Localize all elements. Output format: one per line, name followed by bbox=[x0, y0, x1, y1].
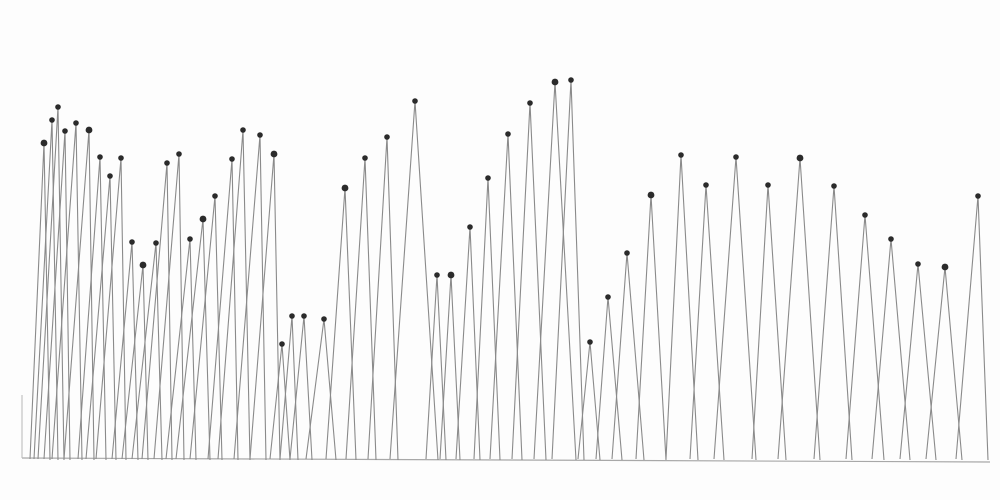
ink-dot bbox=[551, 78, 559, 86]
ink-dot bbox=[624, 250, 630, 256]
ink-dot bbox=[176, 151, 182, 157]
ink-dot bbox=[434, 272, 440, 278]
ink-dot bbox=[765, 182, 771, 188]
ink-dot bbox=[55, 104, 61, 110]
ink-dot bbox=[485, 175, 491, 181]
ink-dot bbox=[153, 240, 159, 246]
ink-dot bbox=[129, 239, 135, 245]
ink-dot bbox=[73, 120, 79, 126]
ink-dot bbox=[341, 184, 349, 192]
ink-dot bbox=[85, 126, 93, 134]
ink-dot bbox=[270, 150, 278, 158]
ink-dot bbox=[301, 313, 307, 319]
ink-dot bbox=[941, 263, 949, 271]
ink-dot bbox=[888, 236, 894, 242]
ink-dot bbox=[321, 316, 327, 322]
ink-dot bbox=[229, 156, 235, 162]
ink-dot bbox=[279, 341, 285, 347]
ink-dot bbox=[647, 191, 655, 199]
ink-dot bbox=[587, 339, 593, 345]
ink-dot bbox=[289, 313, 295, 319]
ink-dot bbox=[831, 183, 837, 189]
ink-dot bbox=[915, 261, 921, 267]
ink-dot bbox=[796, 154, 804, 162]
ink-dot bbox=[139, 261, 147, 269]
ink-dot bbox=[605, 294, 611, 300]
ink-dot bbox=[975, 193, 981, 199]
ink-dot bbox=[703, 182, 709, 188]
ink-dot bbox=[384, 134, 390, 140]
ink-dot bbox=[97, 154, 103, 160]
ink-dot bbox=[240, 127, 246, 133]
ink-dot bbox=[568, 77, 574, 83]
ink-dot bbox=[62, 128, 68, 134]
ink-dots bbox=[40, 77, 981, 347]
ink-dot bbox=[447, 271, 455, 279]
ink-dot bbox=[678, 152, 684, 158]
ink-dot bbox=[527, 100, 533, 106]
baseline bbox=[21, 457, 991, 463]
ink-dot bbox=[187, 236, 193, 242]
ink-dot bbox=[467, 224, 473, 230]
ink-dot bbox=[505, 131, 511, 137]
ink-dot bbox=[49, 117, 55, 123]
ink-dot bbox=[862, 212, 868, 218]
ink-dot bbox=[107, 173, 113, 179]
ink-dot bbox=[164, 160, 170, 166]
ink-dot bbox=[257, 132, 263, 138]
ink-dot bbox=[118, 155, 124, 161]
ink-dot bbox=[212, 193, 218, 199]
ink-dot bbox=[40, 139, 48, 147]
ink-dot bbox=[199, 215, 207, 223]
ink-dot bbox=[362, 155, 368, 161]
ink-dot bbox=[412, 98, 418, 104]
ink-dot bbox=[733, 154, 739, 160]
